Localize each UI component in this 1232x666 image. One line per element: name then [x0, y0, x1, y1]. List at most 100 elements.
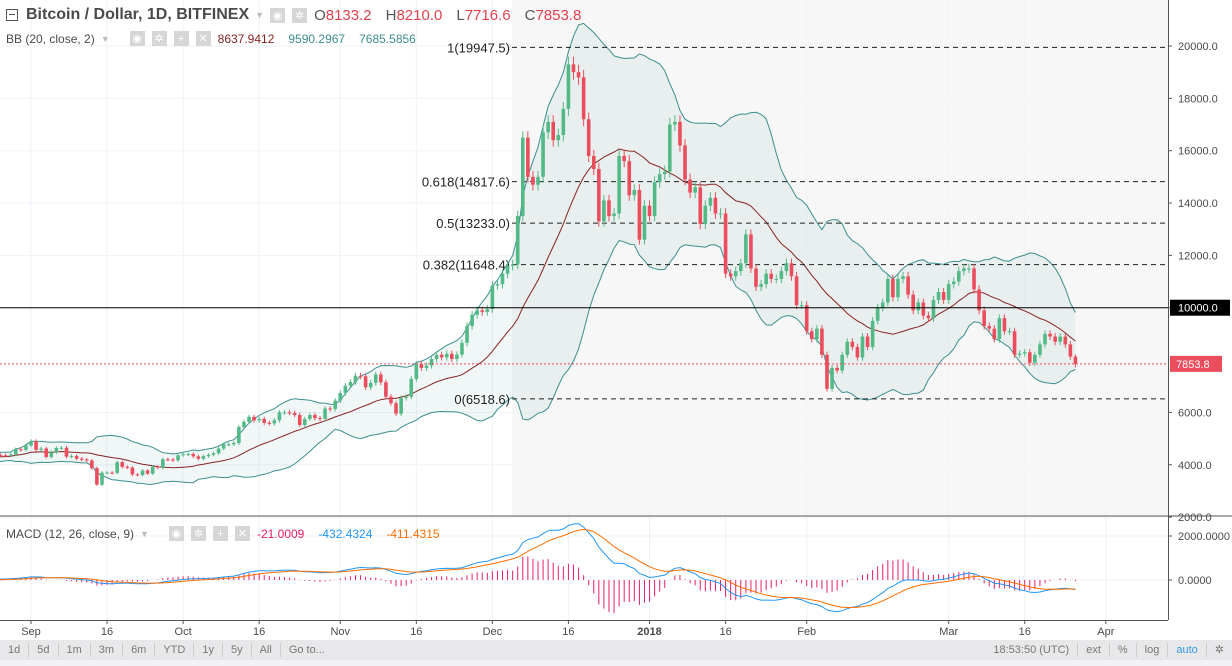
auto-toggle[interactable]: auto — [1168, 643, 1207, 657]
candle-body — [120, 462, 125, 467]
symbol-legend: Bitcoin / Dollar, 1D, BITFINEX ▼ ◉ ✲ O813… — [6, 6, 589, 24]
plus-icon[interactable]: + — [173, 31, 189, 46]
time-tick-label: 16 — [253, 626, 265, 638]
candle-body — [1007, 331, 1012, 333]
range-1y[interactable]: 1y — [194, 643, 223, 657]
candle-body — [373, 374, 378, 383]
candle-body — [125, 466, 130, 468]
range-5d[interactable]: 5d — [29, 643, 59, 657]
time-tick-label: Feb — [797, 626, 816, 638]
candle-body — [886, 278, 890, 303]
candle-body — [779, 271, 784, 279]
candle-body — [211, 453, 216, 455]
goto-button[interactable]: Go to... — [288, 644, 325, 656]
collapse-icon[interactable] — [6, 9, 18, 21]
candle-body — [1058, 336, 1063, 342]
eye-icon[interactable]: ◉ — [270, 7, 286, 23]
candle-body — [358, 375, 363, 377]
candle-body — [79, 458, 84, 460]
candle-body — [181, 454, 185, 456]
gear-icon[interactable]: ✲ — [292, 7, 308, 23]
candle-body — [8, 454, 13, 456]
bb-title[interactable]: BB (20, close, 2) — [6, 31, 95, 46]
time-tick-label: 16 — [562, 626, 574, 638]
candle-body — [951, 281, 956, 285]
chevron-down-icon[interactable]: ▼ — [255, 10, 265, 20]
candle-body — [166, 459, 170, 461]
range-all[interactable]: All — [252, 643, 281, 657]
candle-body — [470, 314, 474, 327]
candle-body — [409, 378, 414, 397]
candle-body — [221, 444, 226, 449]
candle-body — [815, 328, 819, 340]
gear-icon[interactable]: ✲ — [151, 31, 167, 46]
bb-upper-value: 9590.2967 — [288, 31, 346, 46]
candle-body — [389, 396, 393, 404]
candle-body — [896, 278, 900, 298]
range-1m[interactable]: 1m — [59, 643, 91, 657]
eye-icon[interactable]: ◉ — [168, 526, 184, 541]
candle-body — [607, 200, 611, 217]
eye-icon[interactable]: ◉ — [129, 31, 145, 46]
candle-body — [794, 276, 799, 306]
candle-body — [95, 468, 99, 485]
candle-body — [226, 444, 231, 446]
symbol-title[interactable]: Bitcoin / Dollar, 1D, BITFINEX — [26, 6, 250, 23]
candle-body — [505, 265, 510, 274]
candle-body — [490, 285, 495, 310]
chevron-down-icon[interactable]: ▼ — [100, 33, 110, 44]
candle-body — [318, 418, 322, 420]
plus-icon[interactable]: + — [212, 526, 228, 541]
range-5y[interactable]: 5y — [223, 643, 252, 657]
candle-body — [444, 353, 449, 358]
candle-body — [353, 375, 358, 383]
price-chart[interactable]: 1(19947.5) 0.618(14817.6) 0.5(13233.0) 0.38… — [0, 0, 1232, 640]
candle-body — [977, 289, 981, 311]
candle-body — [546, 121, 550, 133]
candle-body — [759, 284, 763, 287]
fib-level-label: 0(6518.6) — [454, 392, 510, 407]
candle-body — [662, 171, 667, 175]
range-ytd[interactable]: YTD — [155, 643, 195, 657]
candle-body — [277, 412, 282, 421]
candle-body — [941, 292, 946, 300]
candle-body — [13, 449, 18, 455]
clock-time[interactable]: 18:53:50 (UTC) — [985, 643, 1079, 657]
candle-body — [713, 197, 718, 214]
gear-icon[interactable]: ✲ — [190, 526, 206, 541]
range-3m[interactable]: 3m — [91, 643, 124, 657]
candle-body — [455, 354, 459, 360]
candle-body — [541, 132, 545, 177]
candle-body — [434, 354, 439, 360]
candle-body — [1048, 333, 1052, 337]
candle-body — [769, 273, 774, 279]
range-6m[interactable]: 6m — [123, 643, 156, 657]
gear-icon[interactable]: ✲ — [1214, 644, 1224, 656]
candle-body — [764, 273, 768, 285]
candle-body — [1073, 356, 1078, 364]
candle-body — [1043, 333, 1047, 345]
macd-title[interactable]: MACD (12, 26, close, 9) — [6, 526, 135, 541]
candle-body — [683, 145, 687, 180]
candle-body — [363, 376, 368, 388]
log-toggle[interactable]: log — [1137, 643, 1169, 657]
candle-body — [0, 455, 3, 457]
candle-body — [703, 205, 708, 224]
time-tick-label: Nov — [330, 626, 350, 638]
candle-body — [673, 121, 677, 125]
ext-toggle[interactable]: ext — [1078, 643, 1110, 657]
bb-basis-line — [0, 148, 1076, 469]
candle-body — [830, 367, 834, 389]
range-1d[interactable]: 1d — [0, 643, 30, 657]
close-icon[interactable]: ✕ — [195, 31, 211, 46]
low-value: 7716.6 — [464, 6, 511, 24]
candle-body — [74, 456, 79, 459]
candle-body — [262, 418, 267, 423]
percent-toggle[interactable]: % — [1110, 643, 1137, 657]
candle-body — [708, 197, 713, 206]
chevron-down-icon[interactable]: ▼ — [140, 528, 149, 539]
fib-level-label: 0.382(11648.4) — [423, 258, 510, 273]
close-icon[interactable]: ✕ — [234, 526, 250, 541]
candle-body — [946, 284, 951, 300]
candle-body — [105, 472, 109, 474]
